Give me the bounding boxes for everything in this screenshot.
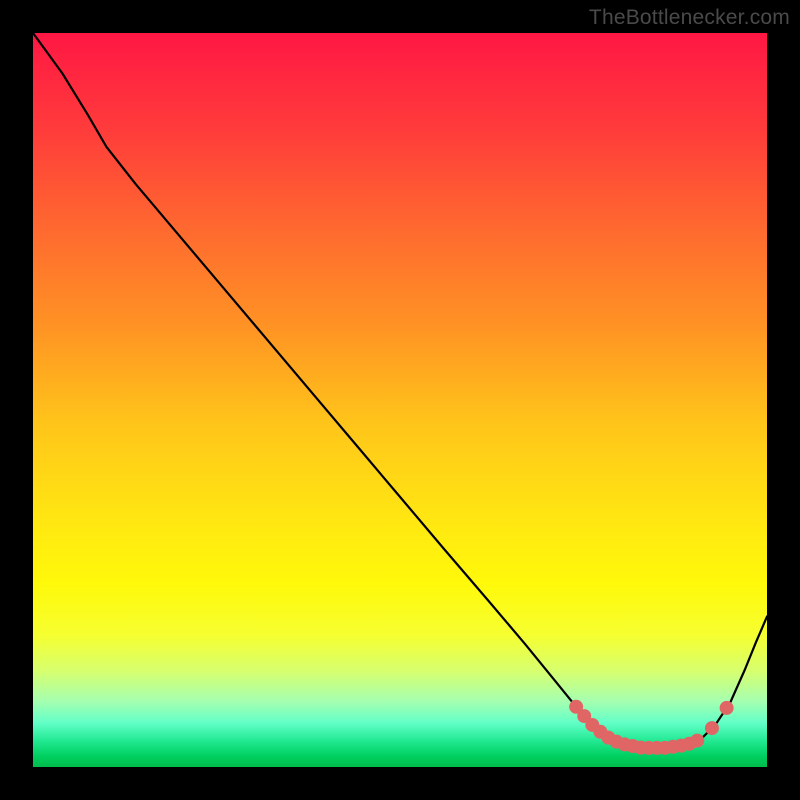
data-marker bbox=[720, 701, 733, 714]
watermark-text: TheBottlenecker.com bbox=[589, 6, 790, 30]
chart-container: TheBottlenecker.com bbox=[0, 0, 800, 800]
chart-overlay bbox=[33, 33, 767, 767]
marker-group bbox=[570, 700, 733, 754]
plot-area bbox=[33, 33, 767, 767]
data-marker bbox=[705, 722, 718, 735]
data-marker bbox=[691, 734, 704, 747]
bottleneck-curve bbox=[33, 33, 767, 748]
